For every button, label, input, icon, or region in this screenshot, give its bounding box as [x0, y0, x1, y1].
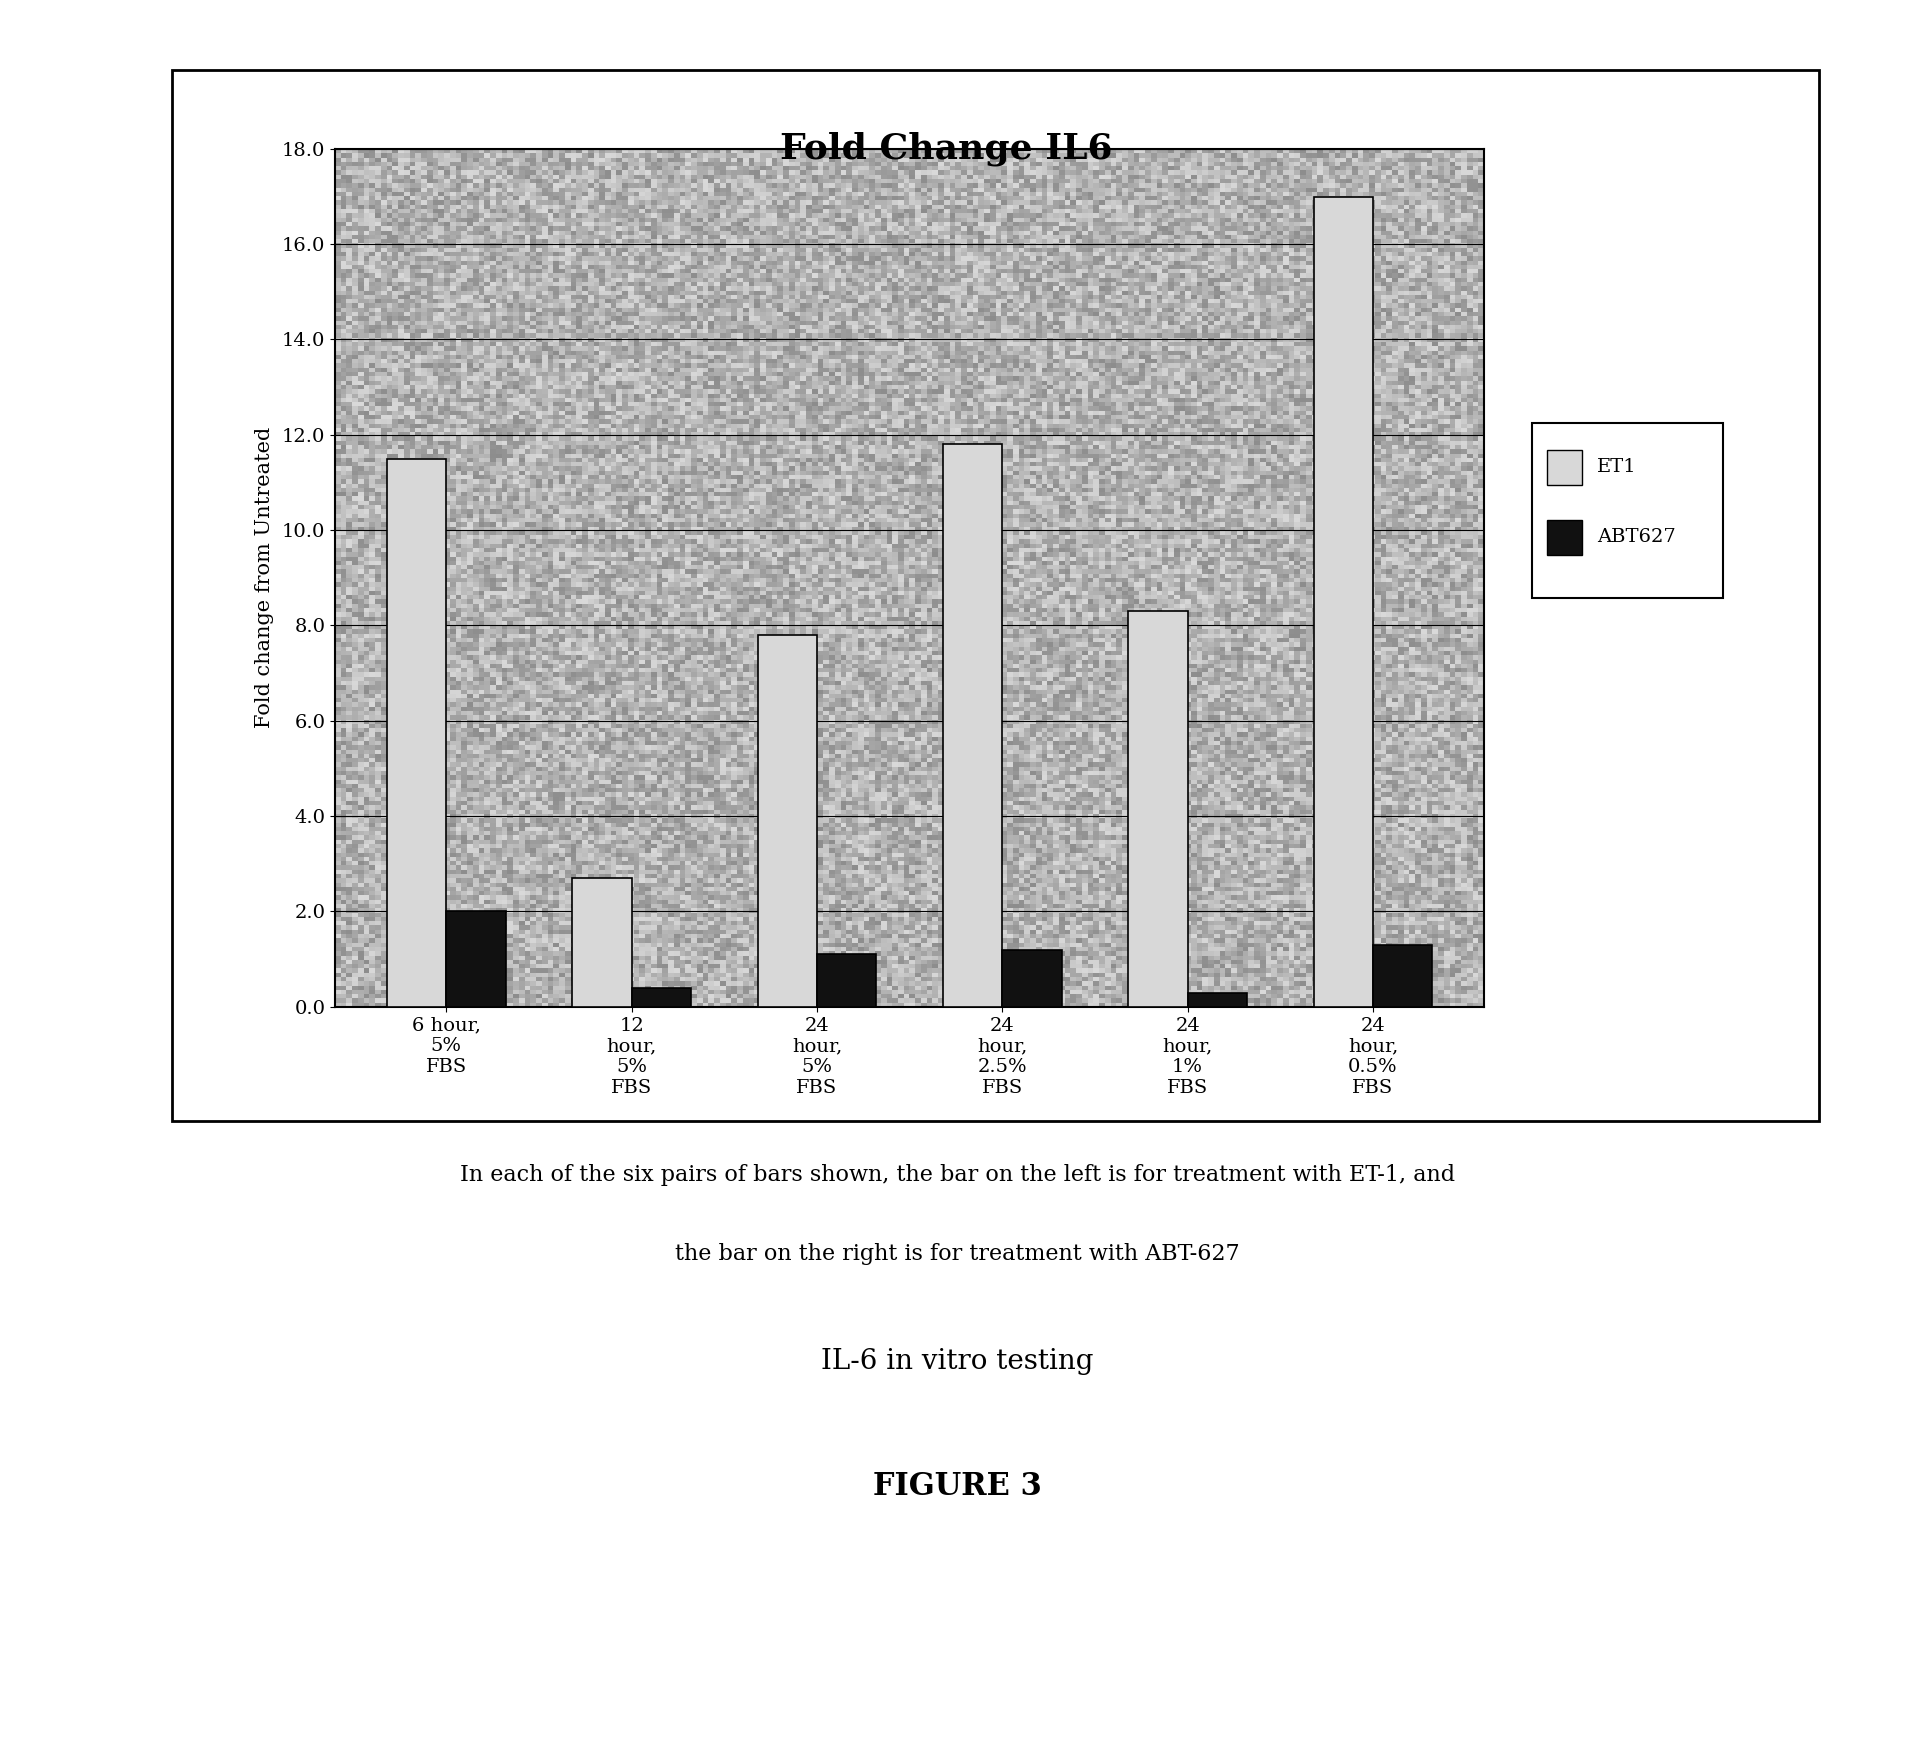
- Bar: [817, 954, 877, 1007]
- Bar: [942, 445, 1001, 1007]
- Bar: [1001, 949, 1060, 1007]
- Bar: [1127, 611, 1187, 1007]
- Text: Fold Change IL6: Fold Change IL6: [779, 131, 1112, 166]
- Text: ET1: ET1: [1596, 459, 1636, 476]
- Bar: [446, 912, 505, 1007]
- Bar: [1372, 946, 1432, 1007]
- Text: the bar on the right is for treatment with ABT-627: the bar on the right is for treatment wi…: [676, 1243, 1238, 1266]
- Bar: [632, 988, 691, 1007]
- Text: In each of the six pairs of bars shown, the bar on the left is for treatment wit: In each of the six pairs of bars shown, …: [459, 1164, 1455, 1187]
- Text: IL-6 in vitro testing: IL-6 in vitro testing: [821, 1348, 1093, 1375]
- Bar: [1187, 993, 1246, 1007]
- Bar: [572, 879, 632, 1007]
- Bar: [758, 636, 817, 1007]
- Bar: [387, 459, 446, 1007]
- Text: ABT627: ABT627: [1596, 529, 1675, 546]
- Y-axis label: Fold change from Untreated: Fold change from Untreated: [255, 427, 274, 728]
- Text: FIGURE 3: FIGURE 3: [873, 1471, 1041, 1502]
- Bar: [1313, 196, 1372, 1007]
